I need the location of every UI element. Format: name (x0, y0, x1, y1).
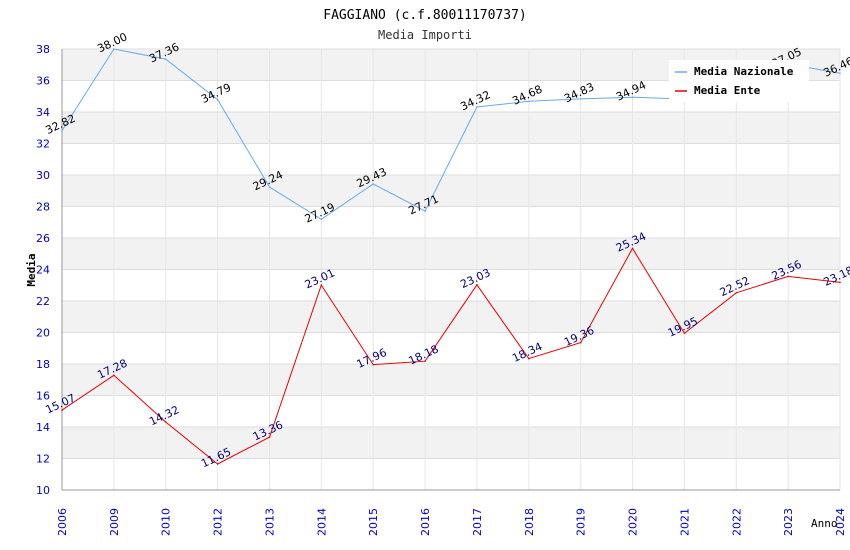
gridlines (61, 48, 841, 491)
data-label: 23.01 (303, 266, 337, 291)
data-point (735, 292, 738, 294)
axes (61, 49, 840, 491)
data-point (683, 332, 686, 335)
y-tick-label: 12 (36, 453, 50, 466)
y-axis-label: Media (25, 253, 38, 286)
data-point (61, 129, 63, 132)
y-tick-label: 30 (36, 169, 50, 182)
data-point (372, 363, 375, 366)
data-point (424, 360, 426, 362)
data-point (424, 210, 426, 212)
legend-label-nazionale: Media Nazionale (694, 65, 794, 78)
grid-band (62, 112, 840, 144)
legend-box (669, 60, 809, 102)
data-point (216, 98, 219, 101)
grid-band (62, 238, 840, 270)
data-point (113, 48, 115, 50)
data-label: 34.83 (562, 80, 596, 105)
y-tick-label: 18 (36, 358, 50, 371)
data-point (787, 275, 789, 278)
chart-subtitle: Media Importi (378, 28, 472, 42)
x-tick-label: 2022 (730, 508, 743, 536)
y-tick-label: 16 (36, 390, 50, 403)
data-point (113, 374, 115, 377)
grid-band (62, 364, 840, 396)
y-tick-label: 10 (36, 484, 50, 497)
data-point (268, 186, 271, 188)
data-point (476, 106, 478, 108)
data-label: 18.34 (510, 340, 544, 365)
x-tick-label: 2006 (56, 508, 69, 536)
y-tick-label: 22 (36, 295, 50, 308)
data-label: 34.79 (199, 81, 233, 106)
data-label: 34.94 (614, 78, 648, 103)
data-point (839, 281, 841, 284)
data-point (579, 98, 582, 100)
y-tick-label: 24 (36, 264, 50, 277)
data-point (839, 72, 841, 75)
chart-title: FAGGIANO (c.f.80011170737) (323, 8, 527, 23)
data-point (528, 357, 530, 360)
x-tick-label: 2016 (419, 508, 432, 536)
x-tick-label: 2015 (367, 508, 380, 536)
data-label: 34.68 (510, 83, 544, 108)
x-tick-label: 2017 (471, 508, 484, 536)
x-tick-label: 2013 (263, 508, 276, 536)
data-point (372, 183, 375, 185)
y-tick-label: 20 (36, 327, 50, 340)
x-tick-label: 2021 (678, 508, 691, 536)
data-point (320, 284, 323, 286)
x-tick-label: 2019 (575, 508, 588, 536)
background-bands (62, 49, 840, 459)
data-point (579, 341, 582, 344)
grid-band (62, 301, 840, 333)
data-point (631, 247, 634, 250)
y-tick-label: 14 (36, 421, 50, 434)
data-point (164, 421, 167, 423)
x-tick-label: 2024 (834, 508, 847, 536)
legend: Media Nazionale Media Ente (669, 60, 809, 102)
grid-band (62, 427, 840, 459)
x-tick-label: 2010 (160, 508, 173, 536)
y-tick-label: 36 (36, 75, 50, 88)
y-tick-label: 28 (36, 201, 50, 214)
x-tick-label: 2012 (212, 508, 225, 536)
x-tick-label: 2020 (627, 508, 640, 536)
data-point (528, 100, 530, 103)
y-tick-label: 26 (36, 232, 50, 245)
x-tick-label: 2014 (315, 508, 328, 536)
x-axis-label: Anno (811, 517, 838, 530)
x-tick-label: 2023 (782, 508, 795, 536)
y-tick-label: 32 (36, 138, 50, 151)
x-tick-labels: 2006 2009 2010 2012 2013 2014 2015 2016 2017 2018… (56, 508, 847, 536)
legend-label-ente: Media Ente (694, 84, 761, 97)
data-point (61, 409, 63, 411)
data-point (631, 96, 634, 98)
data-point (320, 218, 323, 221)
y-tick-labels: 10 12 14 16 18 20 22 24 26 28 30 32 34 36 38 (36, 43, 50, 497)
data-point (216, 463, 219, 465)
y-tick-label: 38 (36, 43, 50, 56)
data-point (164, 58, 167, 60)
y-tick-label: 34 (36, 106, 50, 119)
data-point (268, 436, 271, 438)
series-line-ente (61, 247, 841, 465)
data-label: 14.32 (147, 403, 181, 428)
x-tick-label: 2018 (523, 508, 536, 536)
data-point (476, 283, 478, 286)
grid-band (62, 175, 840, 207)
x-tick-label: 2009 (108, 508, 121, 536)
data-label: 22.52 (718, 274, 752, 299)
